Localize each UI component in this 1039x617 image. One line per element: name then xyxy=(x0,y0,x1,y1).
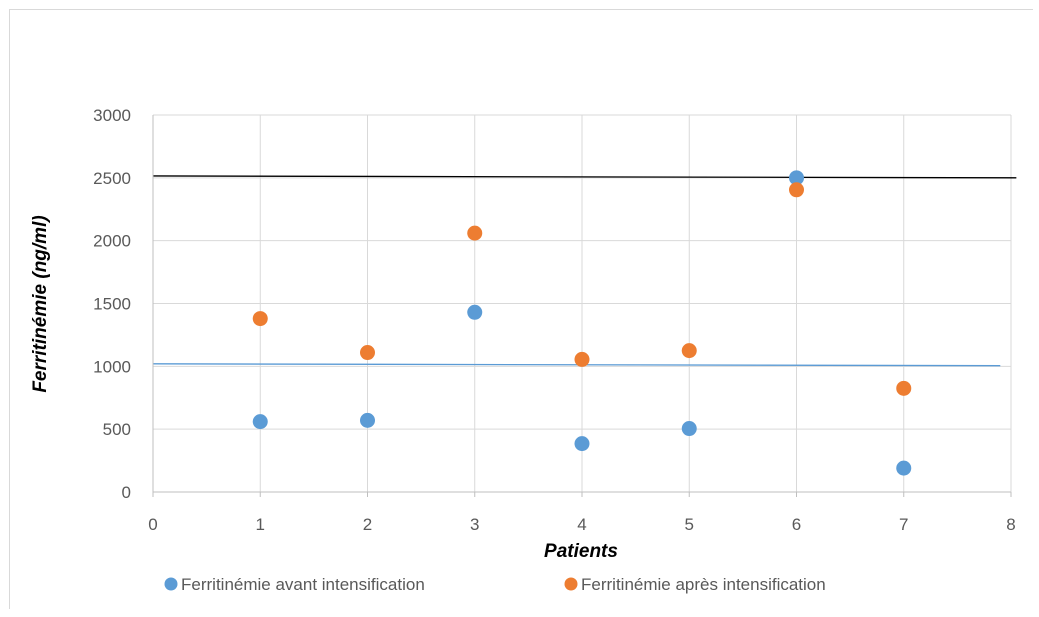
x-tick-label: 4 xyxy=(577,515,586,534)
x-tick-label: 7 xyxy=(899,515,908,534)
legend-marker xyxy=(564,577,578,591)
data-points xyxy=(252,170,912,476)
data-point xyxy=(789,170,804,186)
axis-labels: Patients Ferritinémie (ng/ml) xyxy=(30,215,618,562)
y-tick-label: 3000 xyxy=(93,106,131,125)
legend-marker xyxy=(164,577,178,591)
y-tick-label: 2500 xyxy=(93,169,131,188)
data-point xyxy=(574,351,590,367)
data-point xyxy=(252,414,268,430)
x-tick-label: 1 xyxy=(256,515,265,534)
reference-line xyxy=(152,363,1001,367)
axes: 0 500 1000 1500 2000 2500 3000 0 1 2 3 4 5 6 7 8 xyxy=(93,106,1016,534)
data-point xyxy=(360,412,375,428)
x-tick-label: 3 xyxy=(470,515,479,534)
x-tick-label: 0 xyxy=(148,515,157,534)
y-tick-label: 2000 xyxy=(93,232,131,251)
data-point xyxy=(681,421,697,437)
reference-line xyxy=(152,175,1017,179)
x-tick-label: 2 xyxy=(363,515,372,534)
x-tick-label: 5 xyxy=(685,515,694,534)
chart-frame xyxy=(9,9,1033,609)
data-point xyxy=(252,311,268,327)
legend-label: Ferritinémie après intensification xyxy=(581,575,826,594)
data-point xyxy=(360,345,375,361)
reference-lines xyxy=(152,175,1017,367)
x-tick-label: 8 xyxy=(1006,515,1015,534)
data-point xyxy=(467,225,483,241)
y-axis-title: Ferritinémie (ng/ml) xyxy=(30,215,51,392)
y-tick-label: 1000 xyxy=(93,357,131,376)
y-tick-label: 500 xyxy=(103,420,131,439)
data-point xyxy=(681,343,697,359)
x-axis-title: Patients xyxy=(544,541,618,562)
data-point xyxy=(896,380,912,396)
x-tick-label: 6 xyxy=(792,515,801,534)
data-point xyxy=(574,436,590,452)
data-point xyxy=(789,182,804,198)
data-point xyxy=(467,304,483,320)
legend-label: Ferritinémie avant intensification xyxy=(181,575,425,594)
data-point xyxy=(896,460,912,476)
y-tick-label: 1500 xyxy=(93,295,131,314)
grid-layer xyxy=(153,114,1012,492)
legend: Ferritinémie avant intensification Ferrit… xyxy=(164,575,826,594)
y-tick-label: 0 xyxy=(122,483,131,502)
